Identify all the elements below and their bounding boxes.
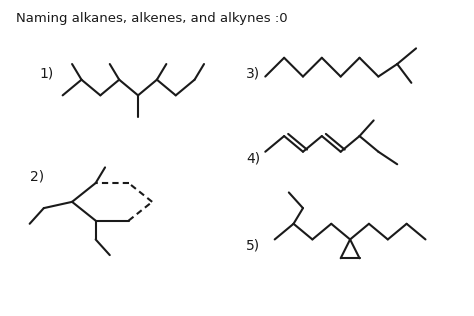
Text: 1): 1) bbox=[39, 66, 54, 81]
Text: 2): 2) bbox=[30, 170, 44, 184]
Text: 5): 5) bbox=[246, 239, 261, 253]
Text: Naming alkanes, alkenes, and alkynes :0: Naming alkanes, alkenes, and alkynes :0 bbox=[16, 12, 287, 25]
Text: 3): 3) bbox=[246, 66, 261, 81]
Text: 4): 4) bbox=[246, 151, 261, 165]
